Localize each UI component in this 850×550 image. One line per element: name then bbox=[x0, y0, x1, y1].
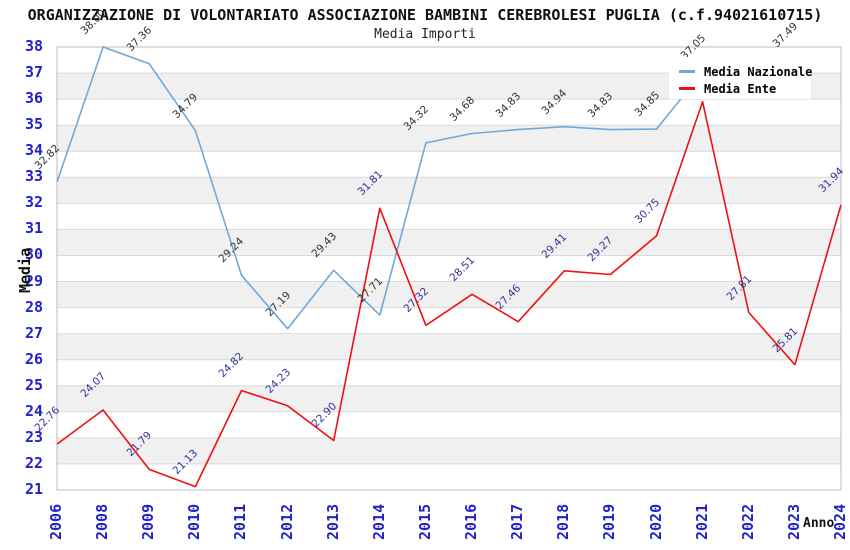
x-tick-label: 2014 bbox=[369, 503, 388, 540]
y-tick-label: 30 bbox=[24, 245, 43, 264]
x-tick-label: 2012 bbox=[277, 503, 296, 540]
x-tick-label: 2006 bbox=[47, 503, 65, 540]
x-tick-label: 2021 bbox=[692, 503, 711, 540]
y-tick-label: 24 bbox=[24, 401, 43, 420]
x-tick-label: 2017 bbox=[508, 503, 527, 540]
x-tick-label: 2019 bbox=[600, 503, 619, 540]
x-tick-label: 2015 bbox=[415, 503, 434, 540]
x-tick-label: 2018 bbox=[554, 503, 573, 540]
plot-border bbox=[56, 46, 842, 491]
y-tick-label: 26 bbox=[24, 349, 43, 368]
legend-label: Media Nazionale bbox=[704, 64, 813, 79]
y-tick-label: 25 bbox=[24, 375, 43, 394]
x-tick-label: 2024 bbox=[831, 503, 849, 540]
y-tick-label: 36 bbox=[24, 89, 43, 108]
y-tick-label: 29 bbox=[24, 271, 43, 290]
grid-band bbox=[57, 229, 841, 256]
y-axis-title: Media bbox=[16, 247, 34, 293]
grid-band bbox=[57, 437, 841, 464]
x-tick-label: 2022 bbox=[738, 503, 757, 540]
x-tick-label: 2020 bbox=[646, 503, 665, 540]
chart-title: ORGANIZZAZIONE DI VOLONTARIATO ASSOCIAZI… bbox=[27, 6, 823, 24]
x-tick-label: 2009 bbox=[139, 503, 158, 540]
series-line-media-ente bbox=[56, 100, 842, 488]
y-tick-label: 27 bbox=[24, 323, 43, 342]
y-tick-label: 34 bbox=[24, 141, 43, 160]
chart-subtitle: Media Importi bbox=[374, 27, 476, 42]
y-tick-label: 37 bbox=[24, 63, 43, 82]
grid-band bbox=[57, 281, 841, 308]
y-tick-label: 23 bbox=[24, 427, 43, 446]
y-tick-label: 31 bbox=[24, 219, 43, 238]
x-tick-label: 2023 bbox=[784, 503, 803, 540]
x-tick-label: 2016 bbox=[462, 503, 481, 540]
legend-line-swatch bbox=[679, 87, 695, 90]
y-tick-label: 35 bbox=[24, 115, 43, 134]
legend: Media Nazionale Media Ente bbox=[669, 57, 813, 99]
x-tick-label: 2011 bbox=[231, 503, 250, 540]
y-tick-label: 28 bbox=[24, 297, 43, 316]
x-axis-title: Anno bbox=[803, 516, 835, 531]
legend-item-media-nazionale: Media Nazionale bbox=[679, 63, 813, 80]
grid-band bbox=[57, 333, 841, 360]
grid-band bbox=[57, 177, 841, 204]
legend-item-media-ente: Media Ente bbox=[679, 80, 811, 97]
y-tick-label: 22 bbox=[24, 453, 43, 472]
legend-label: Media Ente bbox=[704, 81, 777, 96]
grid-band bbox=[57, 385, 841, 412]
y-tick-label: 33 bbox=[24, 167, 43, 186]
x-tick-label: 2008 bbox=[93, 503, 112, 540]
y-tick-label: 21 bbox=[24, 480, 43, 498]
y-tick-label: 38 bbox=[24, 37, 43, 55]
x-tick-label: 2010 bbox=[185, 503, 204, 540]
x-tick-label: 2013 bbox=[323, 503, 342, 540]
series-line-media-nazionale bbox=[56, 46, 795, 330]
y-tick-label: 32 bbox=[24, 193, 43, 212]
legend-line-swatch bbox=[679, 70, 695, 73]
